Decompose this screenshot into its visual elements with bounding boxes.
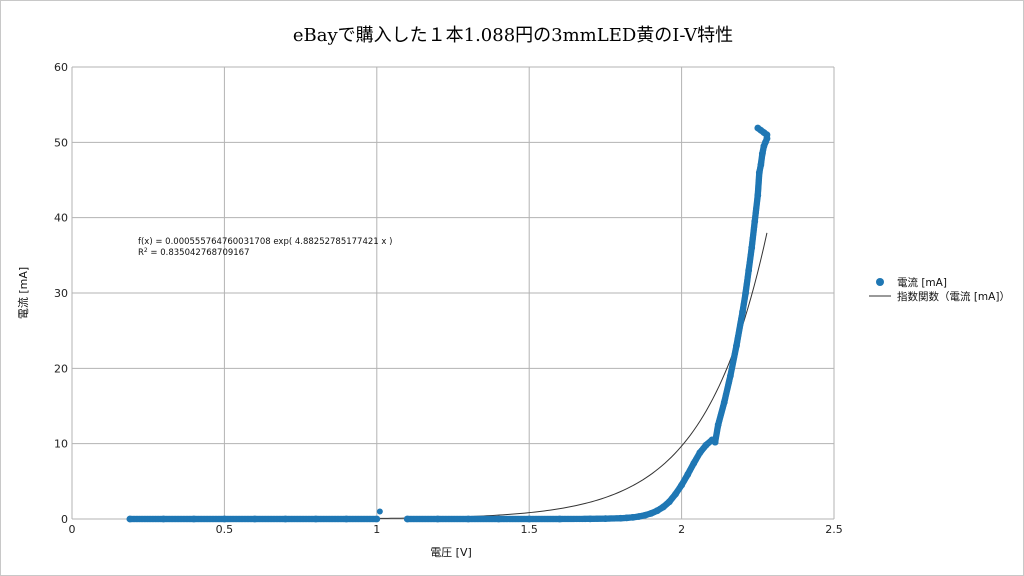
data-point bbox=[684, 471, 692, 478]
trend-equation: f(x) = 0.000555764760031708 exp( 4.88252… bbox=[138, 237, 392, 247]
x-tick-label: 0.5 bbox=[216, 523, 234, 536]
data-point bbox=[672, 490, 679, 498]
x-axis-title: 電圧 [V] bbox=[430, 546, 472, 559]
scatter-points bbox=[126, 124, 771, 523]
data-point bbox=[464, 515, 472, 523]
x-tick-label: 1 bbox=[373, 523, 380, 536]
data-point bbox=[434, 515, 442, 523]
data-point bbox=[281, 515, 289, 523]
data-point bbox=[711, 438, 719, 446]
data-point bbox=[190, 515, 198, 523]
data-point bbox=[586, 515, 594, 523]
data-point bbox=[312, 515, 320, 523]
data-point bbox=[617, 514, 625, 522]
data-point bbox=[251, 515, 259, 523]
data-point bbox=[641, 511, 649, 519]
data-point bbox=[403, 515, 411, 523]
r-squared-prefix: R bbox=[138, 248, 144, 258]
trendline-exp bbox=[129, 232, 768, 520]
y-tick-label: 10 bbox=[54, 438, 68, 451]
data-point bbox=[373, 515, 381, 523]
legend-marker-current bbox=[876, 278, 884, 286]
data-point bbox=[726, 372, 734, 380]
data-point bbox=[629, 513, 637, 521]
data-point bbox=[623, 514, 631, 522]
data-point bbox=[647, 509, 655, 517]
data-point bbox=[602, 515, 609, 523]
data-point bbox=[690, 459, 698, 467]
data-point bbox=[755, 169, 763, 176]
y-tick-labels: 0 10 20 30 40 50 60 bbox=[54, 61, 68, 526]
data-point bbox=[720, 398, 728, 406]
y-tick-label: 40 bbox=[54, 212, 68, 225]
data-point bbox=[659, 503, 667, 511]
y-tick-label: 60 bbox=[54, 61, 68, 74]
trendline-layer bbox=[129, 232, 768, 520]
y-axis-title: 電流 [mA] bbox=[16, 267, 30, 319]
legend-label-current: 電流 [mA] bbox=[897, 276, 947, 289]
legend: 電流 [mA] 指数関数（電流 [mA]） bbox=[869, 276, 1010, 303]
data-point bbox=[342, 515, 350, 523]
x-tick-label: 2.5 bbox=[825, 523, 843, 536]
data-point bbox=[739, 308, 746, 316]
r-squared-value: = 0.835042768709167 bbox=[148, 248, 250, 258]
data-point bbox=[754, 191, 762, 199]
data-point bbox=[495, 515, 503, 523]
data-point bbox=[556, 515, 564, 523]
data-point bbox=[653, 507, 661, 515]
data-point bbox=[757, 161, 765, 169]
y-tick-label: 50 bbox=[54, 136, 68, 149]
grid bbox=[71, 66, 835, 520]
data-point bbox=[160, 515, 167, 523]
r-squared: R2 = 0.835042768709167 bbox=[138, 247, 250, 258]
x-tick-label: 2 bbox=[678, 523, 685, 536]
data-point bbox=[635, 513, 643, 520]
legend-label-trend: 指数関数（電流 [mA]） bbox=[897, 290, 1010, 303]
data-point bbox=[745, 267, 753, 274]
data-point bbox=[751, 218, 759, 225]
data-point bbox=[758, 150, 766, 158]
data-point bbox=[666, 498, 673, 506]
data-point bbox=[742, 289, 750, 297]
x-tick-labels: 0 0.5 1 1.5 2 2.5 bbox=[69, 523, 843, 536]
data-point bbox=[754, 124, 762, 132]
x-tick-label: 0 bbox=[69, 523, 76, 536]
data-point bbox=[376, 508, 383, 515]
y-tick-label: 30 bbox=[54, 287, 68, 300]
r-squared-sup: 2 bbox=[144, 247, 148, 254]
y-tick-label: 20 bbox=[54, 362, 68, 375]
data-point bbox=[221, 515, 228, 523]
data-point bbox=[678, 481, 685, 489]
x-tick-label: 1.5 bbox=[520, 523, 538, 536]
data-point bbox=[748, 244, 756, 252]
data-point bbox=[702, 441, 710, 449]
data-point bbox=[525, 515, 533, 523]
data-point bbox=[696, 449, 704, 457]
chart-title: eBayで購入した１本1.088円の3mmLED黄のI-V特性 bbox=[293, 25, 733, 46]
y-tick-label: 0 bbox=[61, 513, 68, 526]
data-point bbox=[714, 421, 722, 429]
data-point bbox=[126, 515, 134, 523]
data-point bbox=[733, 342, 740, 350]
